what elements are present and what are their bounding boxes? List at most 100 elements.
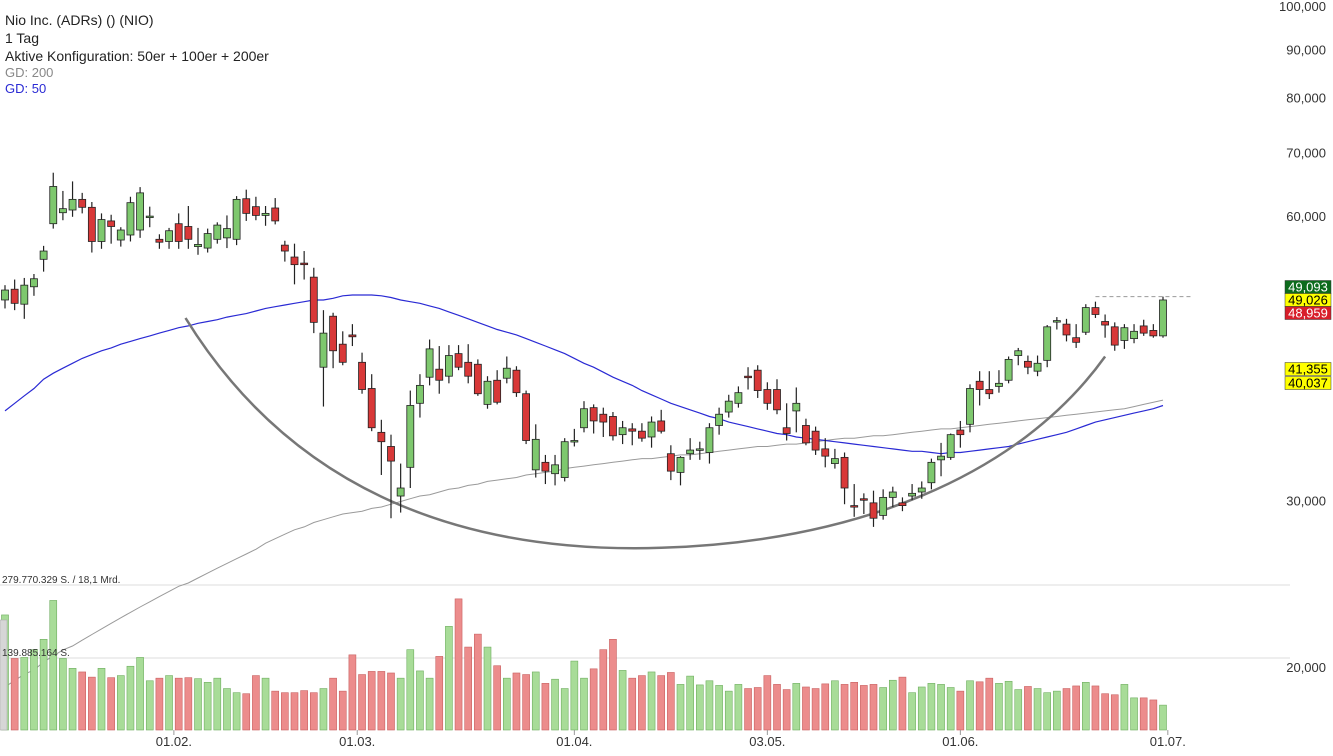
candle-up-body	[126, 202, 135, 236]
candle	[898, 497, 907, 512]
candle	[473, 359, 482, 396]
candle-up-body	[406, 405, 415, 468]
volume-bar	[667, 672, 675, 731]
candle	[165, 227, 173, 249]
candle	[280, 240, 289, 262]
volume-bar	[502, 677, 511, 731]
candle	[78, 192, 87, 214]
candle-up-body	[1052, 320, 1061, 323]
candle	[454, 345, 463, 371]
volume-bar	[792, 683, 801, 731]
volume-bar	[1004, 680, 1013, 731]
volume-bar	[1024, 686, 1032, 731]
candle	[1062, 318, 1071, 342]
volume-max-label: 279.770.329 S. / 18,1 Mrd.	[2, 575, 120, 586]
volume-bar	[917, 686, 926, 731]
candle	[811, 426, 820, 455]
candle	[686, 438, 695, 460]
price-tag-box	[1284, 376, 1332, 390]
candle-down-body	[107, 220, 116, 227]
candle-up-body	[1004, 358, 1013, 381]
candle-up-body	[531, 438, 540, 471]
candle	[1101, 314, 1109, 338]
candle	[715, 407, 723, 435]
candle	[30, 273, 38, 296]
volume-bar	[223, 688, 231, 731]
candle-up-body	[49, 186, 58, 225]
volume-bar	[406, 649, 415, 731]
candle	[416, 374, 424, 418]
candle-up-body	[59, 208, 67, 214]
price-tag-box	[1284, 362, 1332, 376]
x-tick-label: 01.02.	[156, 734, 192, 749]
candle-down-body	[869, 502, 878, 519]
price-tag-label: 48,959	[1288, 306, 1328, 321]
volume-bar	[88, 676, 96, 731]
volume-bar	[638, 675, 646, 731]
price-tag: 49,093	[1284, 280, 1332, 295]
candle-up-body	[792, 402, 801, 412]
volume-bar	[811, 688, 820, 731]
candle-down-body	[184, 226, 193, 240]
candle-up-body	[39, 250, 48, 260]
volume-bar	[10, 658, 19, 731]
candle-up-body	[917, 487, 926, 493]
candle-up-body	[908, 492, 916, 497]
candle-down-body	[290, 256, 299, 266]
candle	[695, 441, 704, 460]
candle	[20, 277, 29, 319]
volume-bar	[888, 679, 897, 731]
volume-bar	[474, 633, 482, 731]
candle	[1033, 355, 1042, 377]
candle-down-body	[975, 380, 984, 390]
candle	[937, 442, 945, 477]
candle	[1130, 324, 1138, 344]
candle-up-body	[145, 215, 154, 219]
candle-up-body	[946, 434, 955, 458]
candle-up-body	[888, 491, 897, 498]
volume-bar	[927, 683, 936, 731]
volume-bar	[107, 677, 115, 731]
candle-down-body	[271, 207, 280, 222]
volume-bar	[860, 685, 868, 731]
candle-up-body	[97, 219, 106, 242]
volume-bar	[126, 665, 135, 731]
candle	[49, 172, 58, 229]
candle-up-body	[580, 408, 588, 429]
volume-bar	[329, 677, 337, 731]
gd200-line-layer	[4, 399, 1164, 688]
volume-bar	[78, 671, 86, 731]
volume-bar	[1072, 685, 1080, 731]
candle-up-body	[715, 413, 723, 426]
candle-up-body	[676, 456, 685, 473]
candle-down-body	[638, 430, 646, 439]
candle	[338, 331, 347, 366]
gd200-legend: GD: 200	[5, 65, 54, 80]
volume-bar	[261, 677, 270, 731]
candle-down-body	[609, 416, 617, 437]
volume-bar	[493, 665, 501, 731]
candle	[1149, 324, 1158, 338]
candle-down-body	[666, 453, 675, 472]
volume-bar	[300, 690, 308, 731]
gd200-line	[4, 399, 1164, 688]
candle-down-body	[367, 388, 376, 429]
volume-bar	[898, 676, 907, 731]
candle-down-body	[329, 315, 338, 352]
volume-bar	[39, 639, 48, 731]
volume-bar	[358, 674, 366, 731]
volume-bar	[879, 687, 887, 731]
candle	[638, 423, 646, 442]
volume-bar	[657, 675, 666, 731]
volume-bar	[724, 690, 733, 731]
cup-arc[interactable]	[184, 317, 1107, 550]
candle-up-body	[116, 229, 125, 241]
volume-bar	[435, 656, 444, 731]
volume-bar	[155, 677, 164, 731]
x-tick-label: 01.03.	[339, 734, 375, 749]
chart-legend: Nio Inc. (ADRs) () (NIO) 1 Tag Aktive Ko…	[5, 11, 269, 97]
volume-bar	[454, 598, 463, 731]
